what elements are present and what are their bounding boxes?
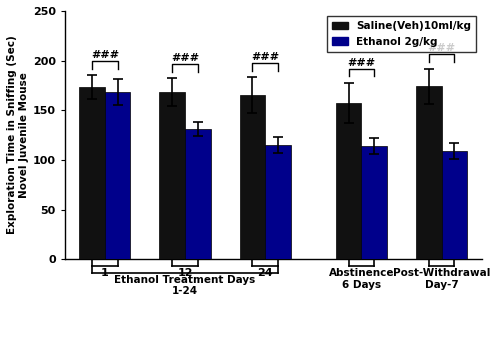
Legend: Saline(Veh)10ml/kg, Ethanol 2g/kg: Saline(Veh)10ml/kg, Ethanol 2g/kg bbox=[327, 16, 476, 52]
Text: ###: ### bbox=[428, 42, 456, 53]
Bar bbox=[362, 146, 387, 259]
Text: ###: ### bbox=[251, 51, 279, 62]
Y-axis label: Exploration Time in Sniffing (Sec)
Novel Juvenile Mouse: Exploration Time in Sniffing (Sec) Novel… bbox=[7, 36, 28, 234]
Bar bbox=[240, 95, 265, 259]
Text: ###: ### bbox=[91, 50, 119, 60]
Text: 1-24: 1-24 bbox=[172, 286, 198, 296]
Text: ###: ### bbox=[171, 53, 199, 63]
Bar bbox=[336, 103, 361, 259]
Text: 24: 24 bbox=[258, 268, 273, 278]
Text: Post-Withdrawal
Day-7: Post-Withdrawal Day-7 bbox=[393, 268, 490, 290]
Text: 12: 12 bbox=[177, 268, 192, 278]
Bar bbox=[105, 93, 130, 259]
Text: ###: ### bbox=[348, 58, 376, 68]
Text: Ethanol Treatment Days: Ethanol Treatment Days bbox=[114, 275, 256, 285]
Bar bbox=[265, 145, 291, 259]
Bar bbox=[442, 151, 467, 259]
Bar bbox=[79, 87, 105, 259]
Bar bbox=[160, 93, 185, 259]
Bar bbox=[185, 129, 210, 259]
Text: 1: 1 bbox=[101, 268, 108, 278]
Bar bbox=[416, 86, 442, 259]
Text: Abstinence
6 Days: Abstinence 6 Days bbox=[328, 268, 394, 290]
